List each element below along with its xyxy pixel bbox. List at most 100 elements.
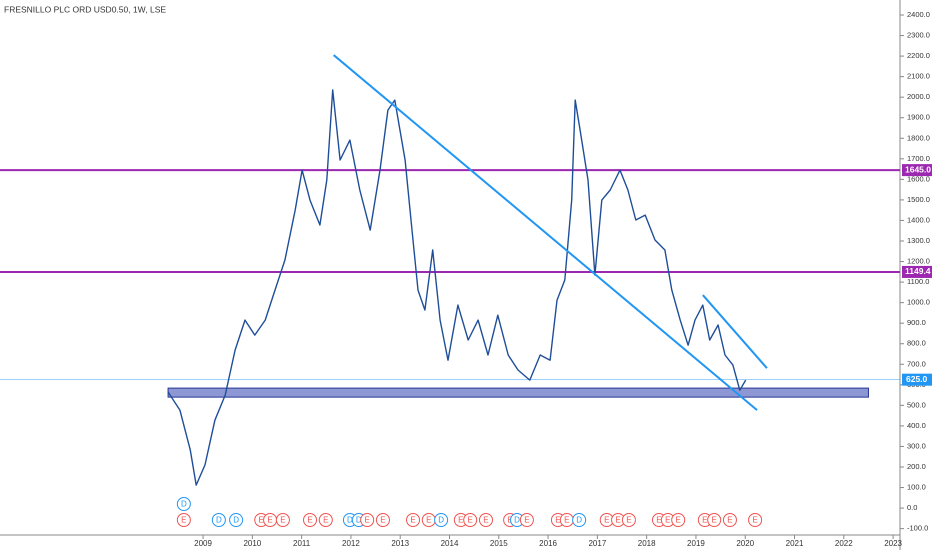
x-tick-label: 2015 — [490, 539, 508, 548]
event-label: D — [356, 516, 362, 525]
trend-line — [702, 294, 768, 369]
level-tag — [902, 265, 932, 278]
event-label: E — [410, 516, 415, 525]
event-marker — [360, 513, 375, 527]
event-label: E — [380, 516, 385, 525]
event-label: D — [233, 516, 239, 525]
event-label: E — [307, 516, 312, 525]
x-tick-label: 2011 — [293, 539, 311, 548]
event-marker — [671, 513, 686, 527]
event-marker — [707, 513, 722, 527]
chart-title: FRESNILLO PLC ORD USD0.50, 1W, LSE — [4, 4, 166, 14]
y-tick-label: 700.0 — [907, 359, 926, 368]
event-label: E — [702, 516, 707, 525]
event-label: E — [483, 516, 488, 525]
event-label: E — [676, 516, 681, 525]
event-marker — [722, 513, 737, 527]
event-marker — [572, 513, 587, 527]
event-marker — [303, 513, 318, 527]
event-label: E — [426, 516, 431, 525]
y-tick-label: 300.0 — [907, 441, 926, 450]
y-tick-label: 2000.0 — [907, 92, 930, 101]
x-tick-label: 2016 — [539, 539, 557, 548]
level-tag — [902, 164, 932, 177]
event-label: D — [181, 500, 187, 509]
event-label: E — [365, 516, 370, 525]
y-tick-label: 1900.0 — [907, 113, 930, 122]
event-marker — [211, 513, 226, 527]
x-tick-label: 2022 — [835, 539, 853, 548]
event-label: E — [458, 516, 463, 525]
price-line — [167, 89, 747, 486]
event-marker — [176, 513, 191, 527]
y-tick-label: 100.0 — [907, 483, 926, 492]
y-tick-label: 1500.0 — [907, 195, 930, 204]
y-tick-label: 1600.0 — [907, 174, 930, 183]
y-tick-label: 1100.0 — [907, 277, 929, 286]
event-marker — [318, 513, 333, 527]
y-tick-label: 0.0 — [907, 503, 917, 512]
event-label: E — [604, 516, 609, 525]
x-tick-label: 2020 — [736, 539, 754, 548]
event-marker — [229, 513, 244, 527]
y-tick-label: 400.0 — [907, 421, 926, 430]
event-marker — [463, 513, 478, 527]
event-label: E — [267, 516, 272, 525]
event-label: E — [555, 516, 560, 525]
event-marker — [434, 513, 449, 527]
y-tick-label: 200.0 — [907, 462, 926, 471]
event-label: D — [347, 516, 353, 525]
event-label: E — [626, 516, 631, 525]
level-label: 1149.4 — [905, 266, 931, 276]
event-label: E — [665, 516, 670, 525]
event-label: E — [752, 516, 757, 525]
x-tick-label: 2017 — [588, 539, 606, 548]
y-tick-label: 1700.0 — [907, 154, 930, 163]
event-label: E — [524, 516, 529, 525]
y-tick-label: 1400.0 — [907, 215, 930, 224]
event-marker — [621, 513, 636, 527]
event-marker — [478, 513, 493, 527]
event-label: D — [576, 516, 582, 525]
x-tick-label: 2021 — [786, 539, 804, 548]
event-label: E — [656, 516, 661, 525]
trend-line — [333, 54, 758, 411]
y-tick-label: 2200.0 — [907, 51, 930, 60]
last-price-tag — [902, 373, 932, 386]
y-tick-label: 2400.0 — [907, 10, 930, 19]
event-label: E — [259, 516, 264, 525]
event-label: E — [615, 516, 620, 525]
x-tick-label: 2018 — [638, 539, 656, 548]
event-label: D — [216, 516, 222, 525]
y-tick-label: 1300.0 — [907, 236, 930, 245]
y-tick-label: 1200.0 — [907, 257, 930, 266]
y-tick-label: 500.0 — [907, 400, 926, 409]
y-tick-label: 2300.0 — [907, 31, 930, 40]
x-tick-label: 2010 — [243, 539, 261, 548]
x-tick-label: 2019 — [687, 539, 705, 548]
event-label: E — [727, 516, 732, 525]
event-label: D — [438, 516, 444, 525]
event-label: E — [323, 516, 328, 525]
event-marker — [375, 513, 390, 527]
y-tick-label: 2100.0 — [907, 72, 930, 81]
event-label: E — [564, 516, 569, 525]
y-tick-label: 1000.0 — [907, 298, 930, 307]
event-marker — [748, 513, 763, 527]
event-marker — [406, 513, 421, 527]
x-tick-label: 2023 — [884, 539, 902, 548]
x-tick-label: 2009 — [194, 539, 212, 548]
x-tick-label: 2012 — [342, 539, 360, 548]
event-marker — [176, 497, 191, 511]
event-label: E — [712, 516, 717, 525]
level-label: 1645.0 — [905, 164, 931, 174]
event-label: E — [181, 516, 186, 525]
event-label: E — [280, 516, 285, 525]
support-zone — [167, 387, 869, 398]
event-marker — [519, 513, 534, 527]
event-marker — [275, 513, 290, 527]
x-tick-label: 2013 — [391, 539, 409, 548]
y-tick-label: 800.0 — [907, 339, 926, 348]
y-tick-label: 900.0 — [907, 318, 926, 327]
